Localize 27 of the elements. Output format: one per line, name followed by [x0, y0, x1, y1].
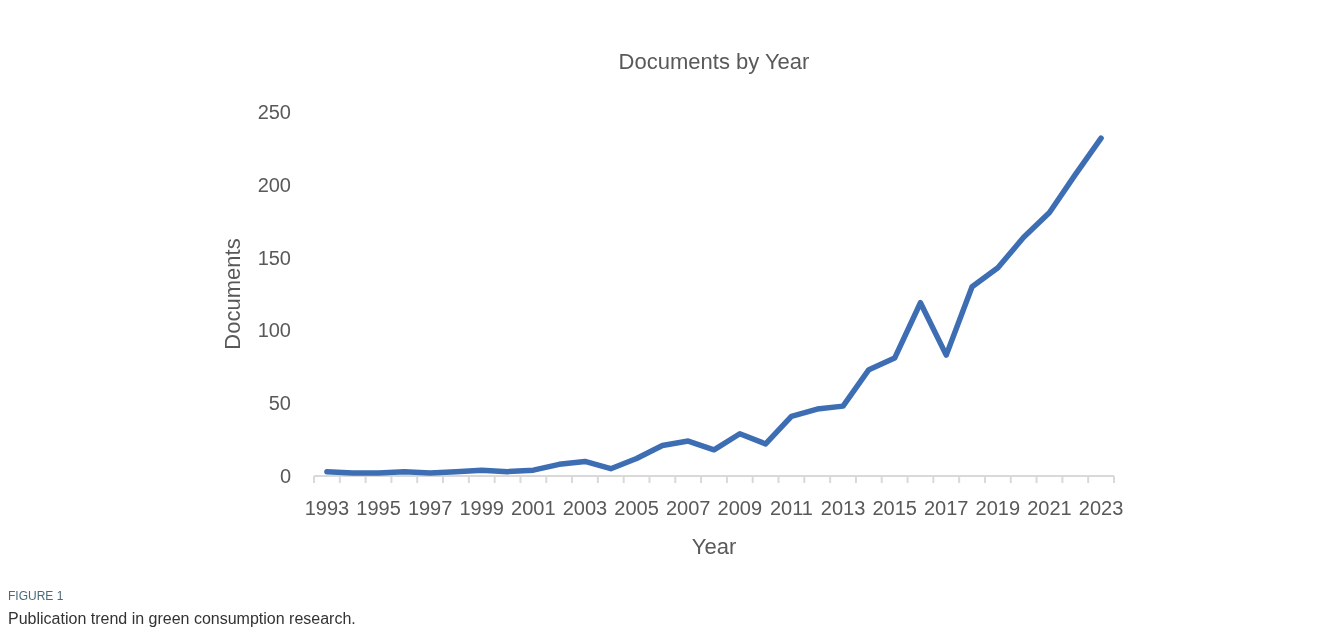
x-tick-label: 2009	[717, 497, 763, 519]
x-tick-label: 1995	[356, 497, 401, 519]
x-tick-label: 2007	[665, 497, 711, 519]
x-tick-label: 1999	[459, 497, 504, 519]
x-tick-label: 2001	[511, 497, 556, 519]
x-tick-label: 2023	[1078, 497, 1124, 519]
y-tick-label: 150	[257, 246, 291, 269]
x-tick-label: 2021	[1027, 497, 1072, 519]
y-tick-label: 50	[268, 392, 291, 415]
x-tick-label: 2005	[614, 497, 659, 519]
text: Publication trend in green consumption research.	[8, 610, 356, 627]
y-tick-label: 200	[257, 173, 291, 196]
y-tick-label: 0	[279, 465, 291, 487]
x-tick-label: 1993	[304, 497, 350, 519]
y-tick-label: 250	[257, 101, 291, 123]
x-axis-title: Year	[691, 534, 737, 559]
x-tick-label: 2017	[924, 497, 969, 519]
y-tick-label: 100	[257, 319, 291, 342]
y-axis-title: Documents	[220, 238, 245, 350]
chart-title: Documents by Year	[618, 49, 810, 74]
x-tick-label: 1997	[407, 497, 453, 519]
x-tick-label: 2013	[820, 497, 866, 519]
x-tick-label: 2003	[562, 497, 608, 519]
x-tick-label: 2019	[975, 497, 1021, 519]
x-tick-label: 2011	[769, 497, 813, 519]
x-tick-label: 2015	[872, 497, 917, 519]
caption: FIGURE 1	[8, 589, 64, 603]
